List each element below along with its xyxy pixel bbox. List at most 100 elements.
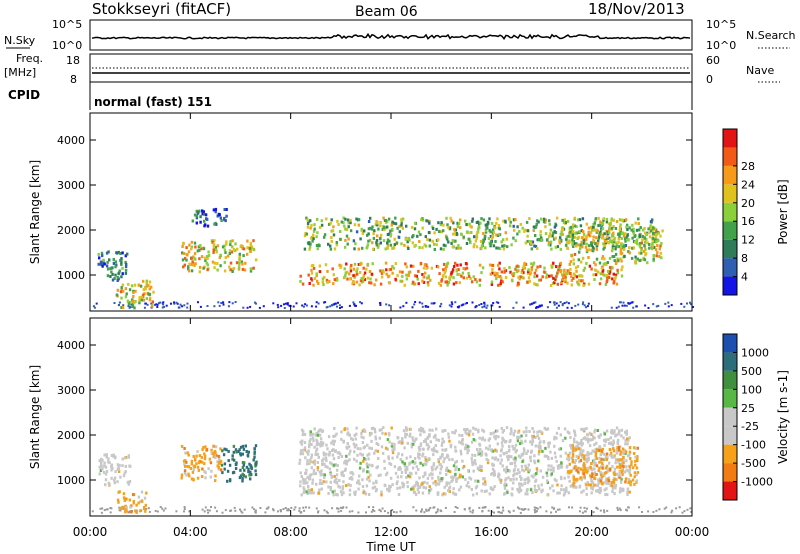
y-tick-label: 4000 [57,339,85,352]
echo-cell [620,251,624,255]
echo-cell [393,465,397,469]
echo-cell [404,471,408,474]
echo-cell [127,454,130,458]
echo-cell [183,447,186,450]
echo-cell [221,449,224,453]
echo-cell [618,466,622,469]
echo-cell [310,443,313,446]
echo-cell [361,478,364,482]
ground-scatter-cell [241,511,244,514]
ground-scatter-cell [372,509,374,511]
echo-cell [329,244,332,248]
echo-cell [413,244,416,248]
echo-cell [616,268,619,272]
echo-cell [573,429,576,433]
colorbar-tick-label: 12 [741,234,755,247]
echo-cell [198,270,201,274]
echo-cell [402,429,406,433]
echo-cell [192,455,195,458]
echo-cell [489,487,493,490]
echo-cell [319,428,322,432]
ground-scatter-cell [629,302,631,305]
echo-cell [190,459,194,463]
echo-cell [495,277,498,280]
echo-cell [593,430,596,434]
echo-cell [337,223,340,226]
echo-cell [458,281,461,285]
ground-scatter-cell [207,511,210,514]
echo-cell [254,464,257,468]
echo-cell [379,224,382,228]
echo-cell [451,491,455,495]
ground-scatter-cell [485,306,488,309]
echo-cell [403,464,407,468]
colorbar-segment [723,202,737,222]
echo-cell [591,481,595,485]
echo-cell [376,465,379,469]
echo-cell [120,286,123,290]
echo-cell [182,252,186,255]
echo-cell [404,468,407,472]
echo-cell [590,486,593,490]
echo-cell [549,243,552,247]
echo-cell [545,275,548,279]
echo-cell [507,454,511,458]
echo-cell [304,456,307,460]
echo-cell [540,238,543,242]
echo-cell [303,481,307,485]
echo-cell [338,263,341,267]
echo-cell [626,469,630,473]
ground-scatter-cell [578,510,581,513]
echo-cell [635,479,639,483]
echo-cell [347,237,350,241]
echo-cell [559,454,562,458]
echo-cell [601,272,605,276]
echo-cell [439,456,442,460]
echo-cell [204,445,207,449]
echo-cell [613,430,616,434]
echo-cell [370,431,373,435]
echo-cell [578,230,581,234]
echo-cell [405,475,408,479]
echo-cell [583,475,586,479]
ground-scatter-cell [498,305,501,308]
echo-cell [248,247,252,250]
colorbar-segment [723,426,737,445]
ground-scatter-cell [433,506,436,509]
echo-cell [530,434,534,438]
echo-cell [465,230,469,234]
echo-cell [602,242,605,246]
echo-cell [380,233,383,237]
echo-cell [572,476,575,479]
echo-cell [615,426,619,430]
echo-cell [526,239,529,243]
echo-cell [378,428,381,432]
echo-cell [434,449,437,453]
echo-cell [482,429,486,433]
nsearch-tick-bottom: 10^0 [706,39,736,52]
echo-cell [607,441,611,445]
colorbar-tick-label: 8 [741,252,748,265]
echo-cell [127,282,130,286]
ground-scatter-cell [421,305,424,308]
echo-cell [117,500,120,504]
echo-cell [117,272,120,276]
echo-cell [187,453,190,457]
colorbar-segment [723,129,737,148]
echo-cell [512,481,515,485]
ground-scatter-cell [162,301,165,304]
echo-cell [575,244,578,248]
echo-cell [322,473,325,477]
echo-cell [601,255,605,259]
echo-cell [391,246,394,250]
echo-cell [608,256,612,260]
echo-cell [466,444,469,448]
echo-cell [483,438,487,442]
echo-cell [512,477,515,481]
echo-cell [597,270,600,274]
echo-cell [429,487,433,491]
ground-scatter-cell [657,304,660,307]
ground-scatter-cell [429,507,432,509]
echo-cell [485,446,488,450]
echo-cell [346,459,349,463]
